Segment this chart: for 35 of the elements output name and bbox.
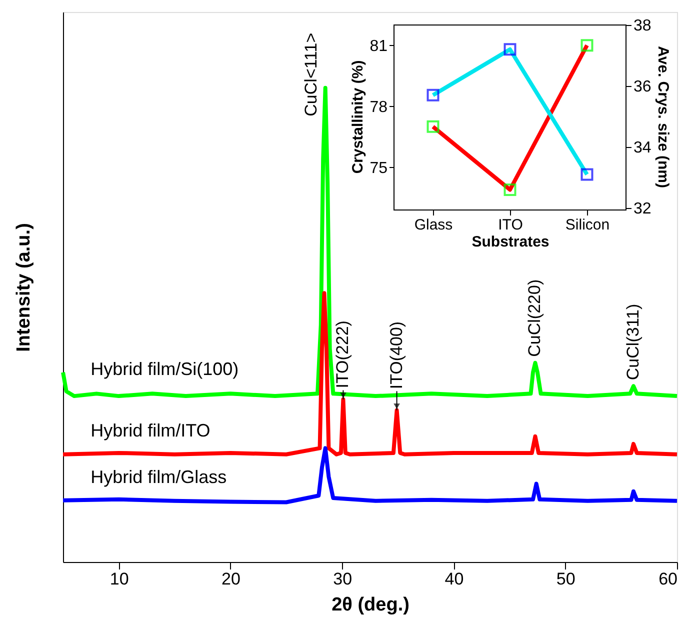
- series-label: Hybrid film/Glass: [90, 467, 227, 488]
- point: [504, 183, 516, 196]
- point: [426, 120, 440, 133]
- y2-tick-label: 34: [634, 140, 652, 156]
- annotation: ITO(222): [333, 320, 352, 388]
- x-axis-title: 2θ (deg.): [332, 594, 410, 616]
- point: [580, 39, 594, 52]
- x-tick-label: 50: [556, 570, 576, 588]
- annotation: CuCl<111>: [301, 32, 320, 116]
- point: [426, 88, 440, 102]
- x-tick-label: 60: [658, 570, 678, 588]
- x-axis-title: Substrates: [472, 234, 550, 250]
- series-label: Hybrid film/ITO: [90, 420, 210, 441]
- y2-tick-label: 32: [634, 200, 652, 218]
- series-label: Hybrid film/Si(100): [90, 358, 239, 379]
- y-tick-label: 81: [370, 38, 388, 55]
- x-tick-label: ITO: [498, 216, 523, 234]
- annotation: CuCl(311): [623, 304, 642, 380]
- y-tick-label: 75: [370, 160, 388, 177]
- y-axis-title: Intensity (a.u.): [14, 223, 34, 352]
- y-axis-title: Crystallinity (%): [350, 60, 367, 174]
- x-tick-label: 20: [221, 570, 240, 588]
- y2-axis-title: Ave. Crys. size (nm): [654, 46, 672, 188]
- x-tick-label: 40: [444, 570, 464, 588]
- point: [580, 168, 594, 181]
- x-tick-label: 10: [110, 570, 129, 588]
- x-tick-label: 30: [333, 570, 352, 588]
- annotation: CuCl(220): [525, 279, 544, 357]
- point: [504, 43, 516, 56]
- x-tick-label: Glass: [414, 216, 453, 234]
- annotation: ITO(400): [386, 321, 406, 390]
- y2-tick-label: 38: [634, 18, 652, 34]
- y2-tick-label: 36: [634, 78, 652, 96]
- x-tick-label: Silicon: [565, 216, 610, 234]
- y-tick-label: 78: [370, 98, 388, 116]
